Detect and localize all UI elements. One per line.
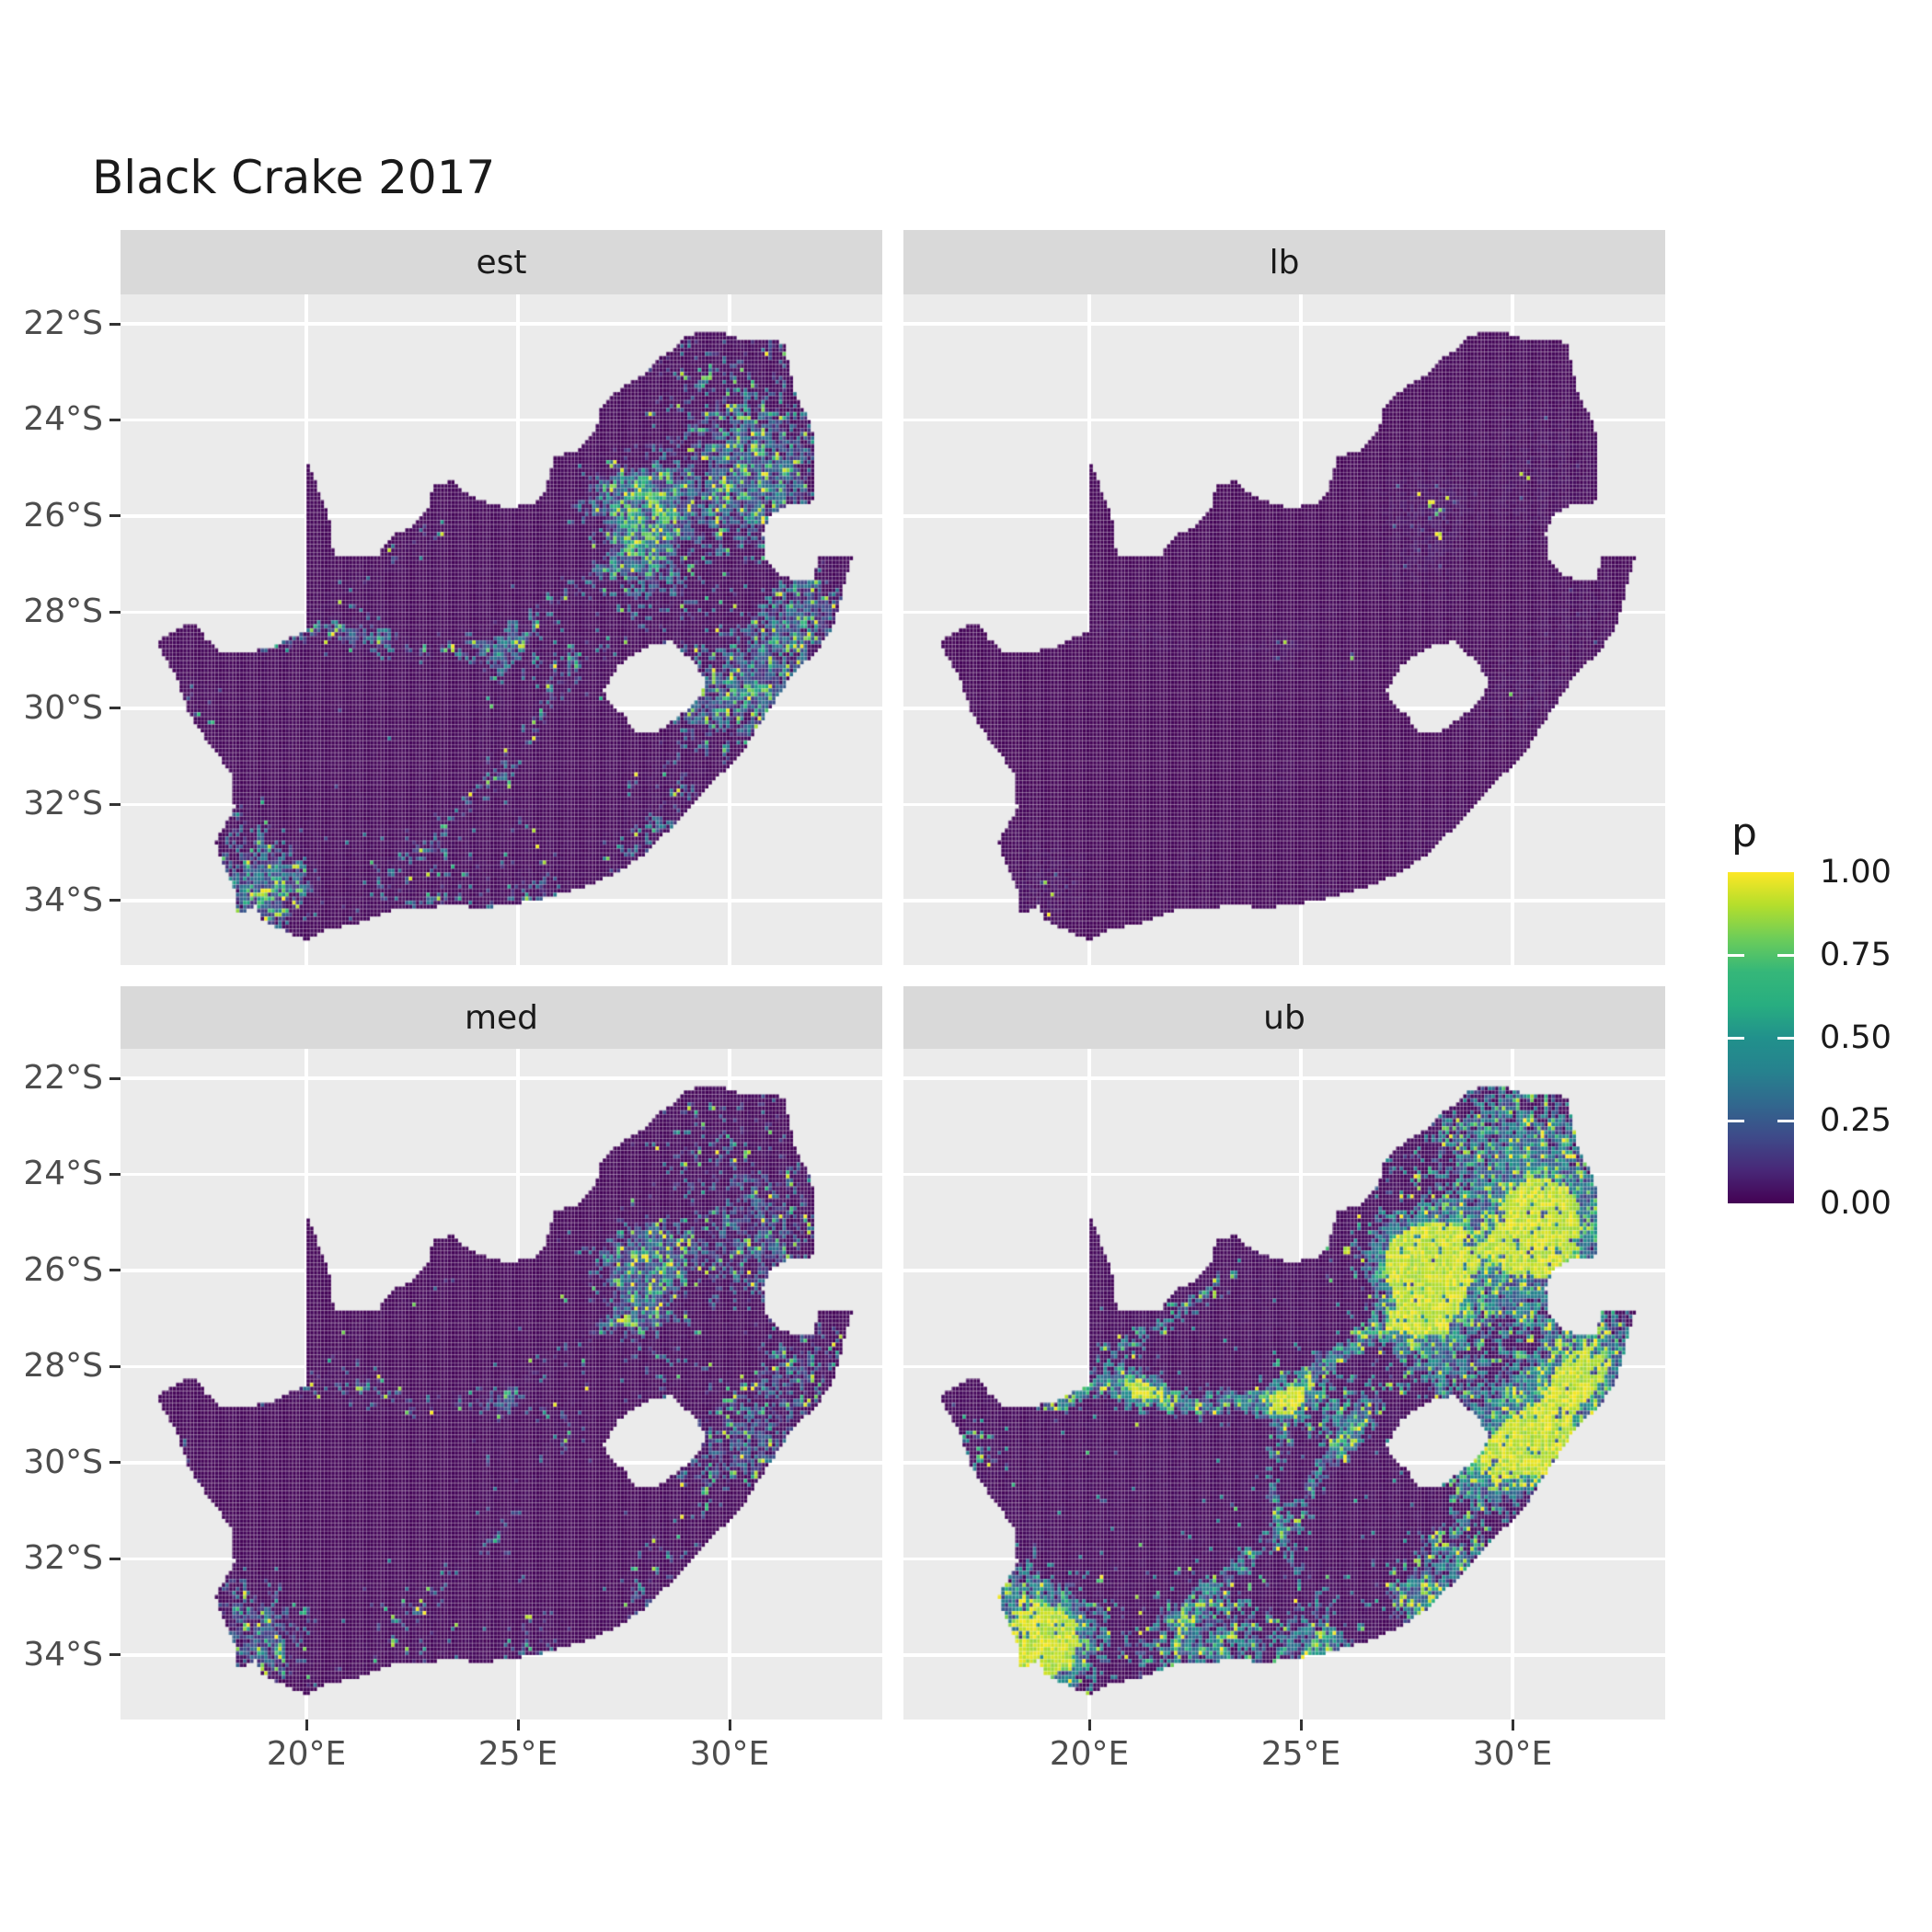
facet-panel-est: [121, 294, 882, 965]
facet-map-canvas-med: [121, 1049, 882, 1719]
legend-colorbar-tick: [1777, 953, 1794, 957]
legend-colorbar-tick: [1728, 953, 1744, 957]
x-axis-tick-label: 30°E: [689, 1735, 770, 1773]
facet-strip-med: med: [121, 986, 882, 1049]
x-axis-tick: [516, 1719, 520, 1731]
y-axis-tick: [109, 418, 121, 421]
legend-colorbar: [1728, 872, 1794, 1203]
y-axis-tick: [109, 1461, 121, 1465]
facet-strip-label-med: med: [464, 998, 539, 1037]
y-axis-tick-label: 22°S: [23, 1059, 103, 1097]
x-axis-tick: [305, 1719, 308, 1731]
legend-colorbar-tick: [1777, 1036, 1794, 1040]
facet-map-canvas-est: [121, 294, 882, 965]
facet-strip-label-est: est: [476, 243, 527, 282]
y-axis-tick-label: 32°S: [23, 1539, 103, 1578]
y-axis-tick-label: 32°S: [23, 785, 103, 823]
x-axis-tick: [1511, 1719, 1514, 1731]
legend-tick-label-1.00: 1.00: [1820, 854, 1892, 891]
y-axis-tick-label: 30°S: [23, 1443, 103, 1481]
x-axis-tick: [1299, 1719, 1303, 1731]
y-axis-tick: [109, 610, 121, 614]
facet-strip-lb: lb: [903, 230, 1665, 294]
facet-map-canvas-lb: [903, 294, 1665, 965]
y-axis-tick-label: 26°S: [23, 496, 103, 535]
x-axis-tick: [728, 1719, 731, 1731]
legend-tick-label-0.00: 0.00: [1820, 1185, 1892, 1222]
x-axis-tick-label: 25°E: [1260, 1735, 1341, 1773]
facet-map-canvas-ub: [903, 1049, 1665, 1719]
legend-tick-label-0.25: 0.25: [1820, 1102, 1892, 1139]
x-axis-tick-label: 20°E: [1049, 1735, 1130, 1773]
facet-panel-lb: [903, 294, 1665, 965]
y-axis-tick-label: 34°S: [23, 880, 103, 919]
legend-title: p: [1731, 810, 1757, 857]
y-axis-tick: [109, 707, 121, 710]
y-axis-tick: [109, 1364, 121, 1368]
y-axis-tick: [109, 1653, 121, 1657]
y-axis-tick-label: 22°S: [23, 305, 103, 342]
y-axis-tick-label: 34°S: [23, 1635, 103, 1673]
legend-tick-label-0.75: 0.75: [1820, 937, 1892, 973]
legend-tick-label-0.50: 0.50: [1820, 1019, 1892, 1056]
y-axis-tick-label: 24°S: [23, 400, 103, 439]
x-axis-tick-label: 20°E: [266, 1735, 347, 1773]
y-axis-tick: [109, 514, 121, 518]
y-axis-tick-label: 26°S: [23, 1250, 103, 1289]
legend-colorbar-tick: [1728, 1119, 1744, 1122]
facet-strip-label-ub: ub: [1263, 998, 1305, 1037]
y-axis-tick: [109, 802, 121, 806]
facet-strip-ub: ub: [903, 986, 1665, 1049]
legend-colorbar-tick: [1728, 1036, 1744, 1040]
y-axis-tick: [109, 1557, 121, 1560]
y-axis-tick: [109, 1172, 121, 1176]
x-axis-tick-label: 25°E: [477, 1735, 558, 1773]
y-axis-tick-label: 28°S: [23, 1347, 103, 1386]
x-axis-tick-label: 30°E: [1472, 1735, 1553, 1773]
facet-panel-ub: [903, 1049, 1665, 1719]
plot-title: Black Crake 2017: [92, 151, 496, 204]
y-axis-tick: [109, 1076, 121, 1080]
legend-colorbar-tick: [1777, 1119, 1794, 1122]
y-axis-tick-label: 24°S: [23, 1155, 103, 1193]
facet-strip-est: est: [121, 230, 882, 294]
y-axis-tick-label: 30°S: [23, 688, 103, 727]
legend: p 1.00 0.75 0.50 0.25 0.00: [1728, 810, 1930, 1242]
y-axis-tick: [109, 899, 121, 903]
facet-strip-label-lb: lb: [1269, 243, 1300, 282]
y-axis-tick: [109, 322, 121, 326]
y-axis-tick: [109, 1269, 121, 1272]
facet-panel-med: [121, 1049, 882, 1719]
x-axis-tick: [1087, 1719, 1091, 1731]
y-axis-tick-label: 28°S: [23, 592, 103, 631]
